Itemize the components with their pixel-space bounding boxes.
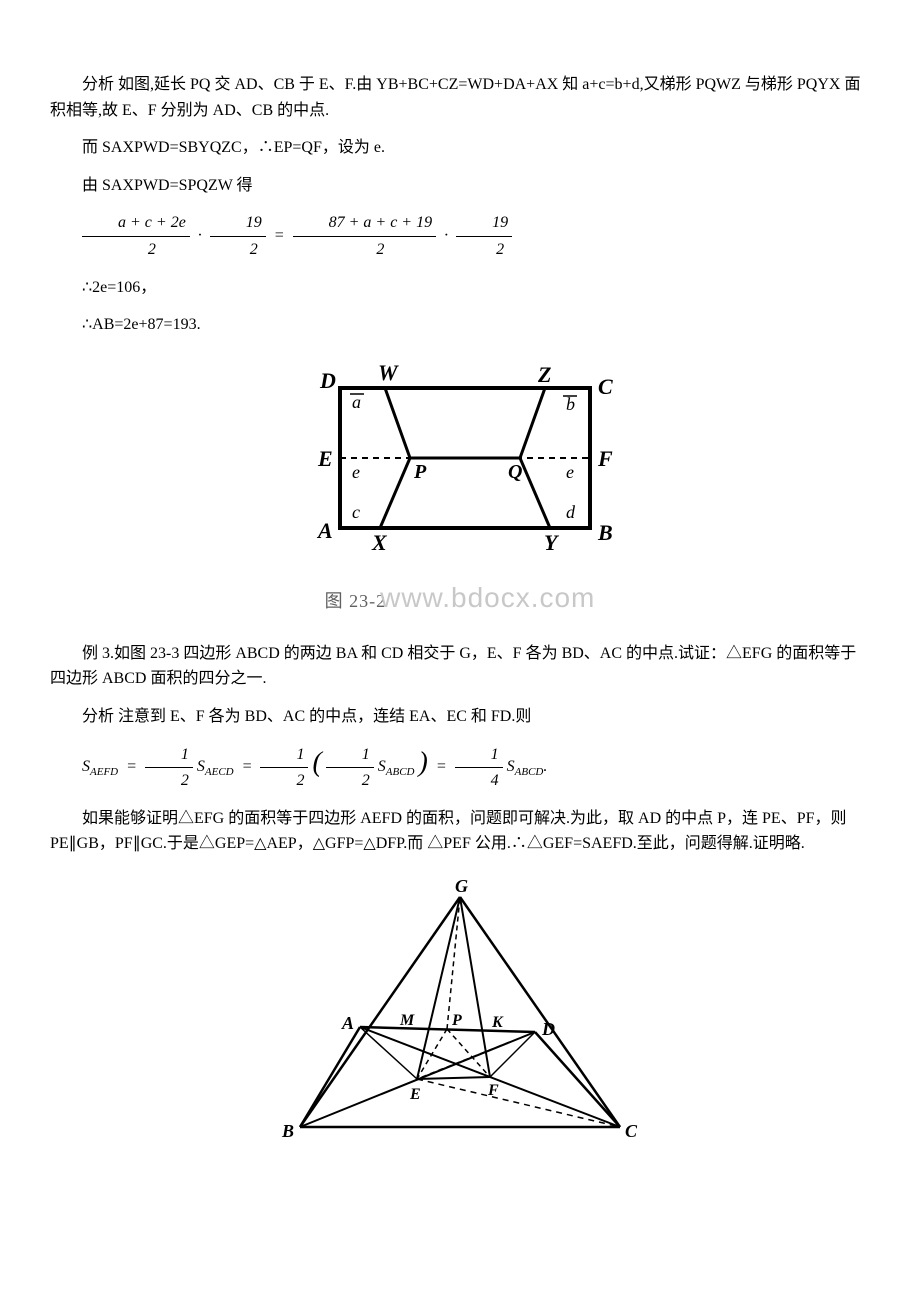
- svg-text:A: A: [341, 1013, 354, 1033]
- svg-text:K: K: [491, 1014, 504, 1031]
- analysis-p7: 分析 注意到 E、F 各为 BD、AC 的中点，连结 EA、EC 和 FD.则: [50, 704, 870, 730]
- analysis-p2: 而 SAXPWD=SBYQZC，∴EP=QF，设为 e.: [50, 135, 870, 161]
- svg-text:Q: Q: [508, 461, 522, 483]
- svg-text:Z: Z: [537, 362, 551, 387]
- svg-text:G: G: [455, 877, 468, 896]
- svg-text:e: e: [566, 462, 574, 482]
- analysis-p1: 分析 如图,延长 PQ 交 AD、CB 于 E、F.由 YB+BC+CZ=WD+…: [50, 72, 870, 123]
- formula-1: a + c + 2e2 · 192 = 87 + a + c + 192 · 1…: [50, 210, 870, 262]
- svg-text:M: M: [399, 1012, 415, 1029]
- svg-text:E: E: [317, 446, 333, 471]
- svg-text:Y: Y: [544, 530, 560, 555]
- svg-text:A: A: [316, 518, 333, 543]
- svg-text:F: F: [487, 1082, 499, 1099]
- svg-text:B: B: [281, 1121, 294, 1141]
- svg-text:P: P: [451, 1012, 462, 1029]
- svg-text:C: C: [625, 1121, 638, 1141]
- watermark-text: www.bdocx.com: [380, 582, 595, 613]
- svg-text:B: B: [597, 520, 613, 545]
- svg-text:F: F: [597, 446, 613, 471]
- figure-23-3: G A M P K D B E F C: [50, 877, 870, 1157]
- svg-text:c: c: [352, 502, 360, 522]
- figure-23-2: D W Z C E P Q F A X Y B a b e e c d 图 23…: [50, 358, 870, 621]
- analysis-p3: 由 SAXPWD=SPQZW 得: [50, 173, 870, 199]
- svg-text:W: W: [378, 360, 399, 385]
- svg-text:a: a: [352, 392, 361, 412]
- formula-2: SAEFD = 12 SAECD = 12 ( 12 SABCD ) = 14 …: [50, 741, 870, 793]
- svg-text:E: E: [409, 1086, 421, 1103]
- svg-text:d: d: [566, 502, 576, 522]
- svg-text:e: e: [352, 462, 360, 482]
- analysis-p8: 如果能够证明△EFG 的面积等于四边形 AEFD 的面积，问题即可解决.为此，取…: [50, 806, 870, 857]
- example-3: 例 3.如图 23-3 四边形 ABCD 的两边 BA 和 CD 相交于 G，E…: [50, 641, 870, 692]
- svg-text:b: b: [566, 394, 575, 414]
- result-p4: ∴2e=106，: [50, 275, 870, 301]
- svg-text:D: D: [541, 1019, 555, 1039]
- svg-text:X: X: [371, 530, 388, 555]
- result-p5: ∴AB=2e+87=193.: [50, 312, 870, 338]
- svg-text:D: D: [319, 368, 336, 393]
- svg-text:P: P: [413, 461, 427, 483]
- svg-text:C: C: [598, 374, 613, 399]
